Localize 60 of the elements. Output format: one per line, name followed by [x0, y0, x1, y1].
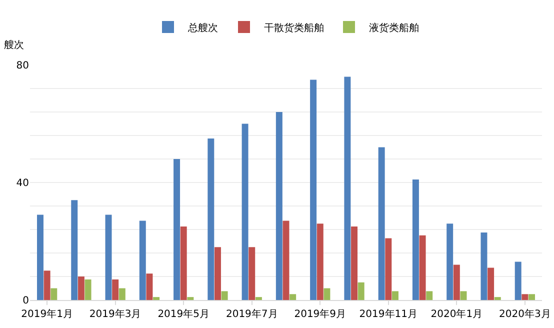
bar	[84, 279, 92, 300]
bar	[174, 159, 180, 300]
x-tick-label: 2019年3月	[89, 308, 142, 320]
bar	[460, 291, 467, 300]
bar	[344, 76, 351, 300]
bar	[146, 274, 153, 300]
bar	[187, 297, 194, 300]
bar	[522, 294, 528, 300]
bar	[310, 80, 317, 300]
bar	[385, 238, 392, 300]
bar	[118, 288, 126, 300]
legend-label: 干散货类船舶	[264, 22, 324, 34]
bar	[358, 282, 364, 300]
bar	[180, 226, 187, 300]
bar	[208, 138, 214, 300]
x-tick-label: 2020年1月	[430, 308, 483, 320]
bar	[488, 268, 494, 300]
bar	[282, 220, 290, 300]
bar	[392, 291, 398, 300]
x-tick-label: 2020年3月	[499, 308, 551, 320]
bar	[528, 294, 535, 300]
x-tick-label: 2019年11月	[359, 308, 418, 320]
x-tick-label: 2019年1月	[21, 308, 73, 320]
y-tick-label: 40	[16, 178, 29, 189]
bar	[44, 270, 50, 300]
bar	[221, 291, 228, 300]
bar	[316, 224, 324, 300]
bar	[351, 226, 358, 300]
bar	[412, 180, 419, 300]
bar	[324, 288, 330, 300]
bar	[248, 247, 256, 300]
x-tick-label: 2019年9月	[294, 308, 346, 320]
y-tick-label: 80	[16, 60, 29, 72]
bar	[242, 124, 248, 300]
bar	[426, 291, 433, 300]
bar	[453, 264, 460, 300]
bar	[378, 147, 385, 300]
bar	[153, 297, 160, 300]
x-tick-label: 2019年7月	[226, 308, 278, 320]
bar	[139, 220, 146, 300]
bar	[290, 294, 296, 300]
bar	[480, 232, 488, 300]
bar	[494, 297, 501, 300]
legend-label: 总艘次	[187, 22, 218, 34]
y-tick-label: 0	[22, 296, 29, 306]
bar	[214, 247, 221, 300]
bar	[37, 214, 44, 300]
y-axis-title: 艘次	[4, 39, 24, 51]
bar	[276, 112, 282, 300]
bar	[105, 214, 112, 300]
bar	[514, 262, 522, 300]
legend-label: 液货类船舶	[369, 22, 419, 34]
bar	[71, 200, 78, 300]
bar	[255, 297, 262, 300]
bar	[446, 224, 454, 300]
bar	[112, 279, 119, 300]
x-tick-label: 2019年5月	[158, 308, 210, 320]
bar	[419, 235, 426, 300]
bar	[50, 288, 58, 300]
bar	[78, 276, 84, 300]
